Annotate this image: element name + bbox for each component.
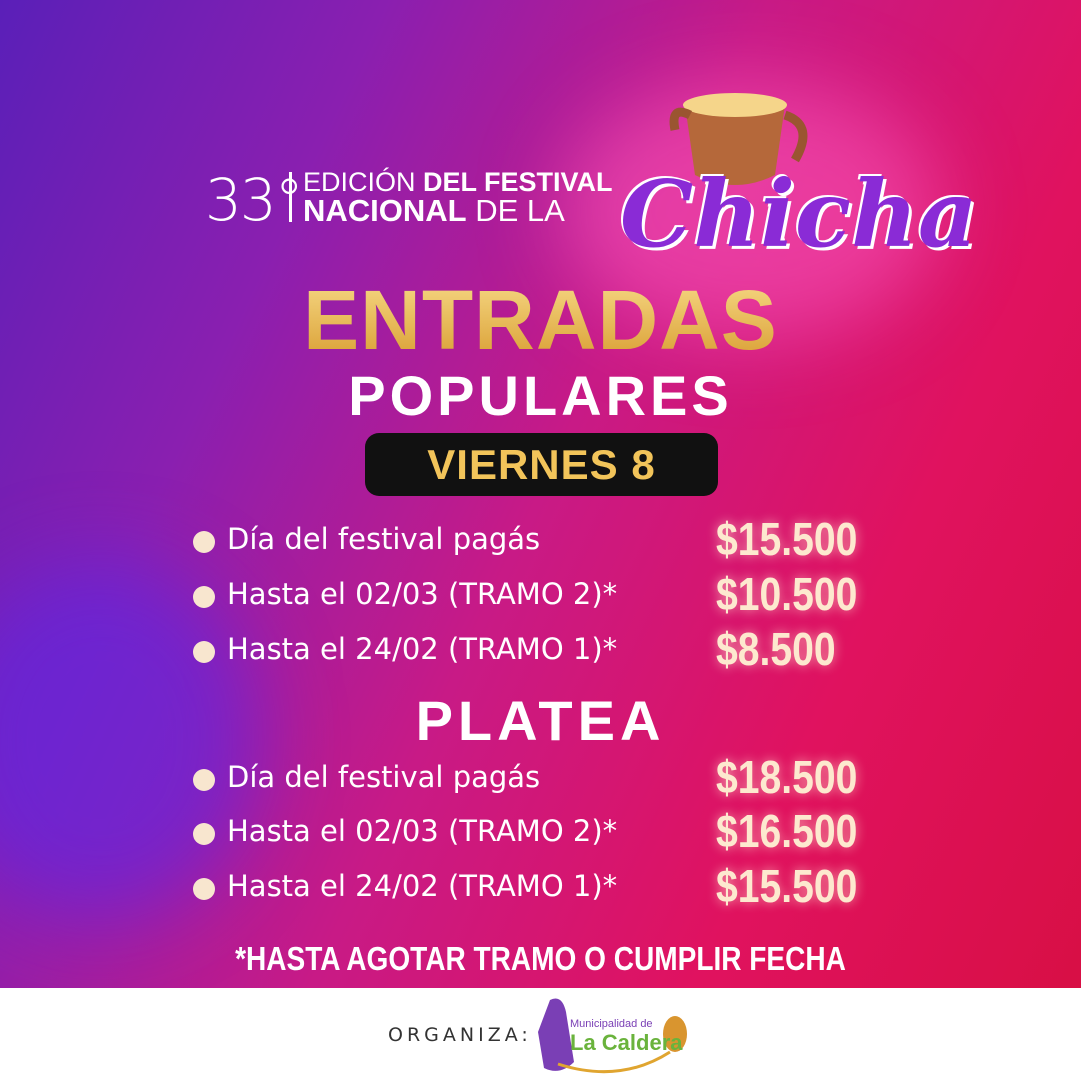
price-value: $10.500	[716, 568, 858, 620]
text: NACIONAL	[303, 193, 467, 228]
price-value: $15.500	[716, 860, 858, 912]
price-label: Hasta el 24/02 (TRAMO 1)*	[227, 632, 618, 666]
title: ENTRADAS	[0, 272, 1081, 369]
organiza-label: ORGANIZA:	[388, 1024, 532, 1046]
price-row: Día del festival pagás $15.500	[193, 513, 893, 566]
price-row: Día del festival pagás $18.500	[193, 751, 893, 804]
bullet-icon	[193, 878, 215, 900]
chicha-logo-text: Chicha	[620, 160, 978, 268]
glow	[0, 560, 260, 920]
price-label: Hasta el 02/03 (TRAMO 2)*	[227, 577, 618, 611]
price-value: $8.500	[716, 623, 836, 675]
price-label: Hasta el 24/02 (TRAMO 1)*	[227, 869, 618, 903]
chicha-jug-icon	[669, 93, 808, 185]
footnote: *HASTA AGOTAR TRAMO O CUMPLIR FECHA	[235, 940, 846, 977]
poster-background: 33° EDICIÓN DEL FESTIVAL NACIONAL DE LA …	[0, 0, 1081, 988]
edition-number: 33°	[205, 166, 304, 234]
day-badge: VIERNES 8	[365, 433, 718, 496]
logo-line-1: Municipalidad de	[570, 1018, 653, 1030]
edition-line-1: EDICIÓN DEL FESTIVAL	[303, 167, 613, 198]
edition-line-2: NACIONAL DE LA	[303, 193, 565, 229]
text: DEL FESTIVAL	[423, 167, 613, 197]
subtitle: POPULARES	[348, 364, 733, 427]
price-row: Hasta el 24/02 (TRAMO 1)* $8.500	[193, 623, 893, 676]
bullet-icon	[193, 531, 215, 553]
price-label: Día del festival pagás	[227, 522, 541, 556]
municipality-logo: Municipalidad de La Caldera	[538, 998, 687, 1074]
text: DE LA	[466, 193, 565, 228]
bullet-icon	[193, 769, 215, 791]
text: EDICIÓN	[303, 167, 424, 197]
divider	[289, 172, 292, 222]
logo-line-2: La Caldera	[570, 1030, 683, 1055]
price-value: $15.500	[716, 513, 858, 565]
price-row: Hasta el 02/03 (TRAMO 2)* $10.500	[193, 568, 893, 621]
price-value: $16.500	[716, 805, 858, 857]
price-label: Día del festival pagás	[227, 760, 541, 794]
price-label: Hasta el 02/03 (TRAMO 2)*	[227, 814, 618, 848]
price-row: Hasta el 24/02 (TRAMO 1)* $15.500	[193, 860, 893, 913]
platea-title: PLATEA	[415, 689, 666, 752]
price-value: $18.500	[716, 751, 858, 803]
price-row: Hasta el 02/03 (TRAMO 2)* $16.500	[193, 805, 893, 858]
bullet-icon	[193, 641, 215, 663]
bullet-icon	[193, 823, 215, 845]
bullet-icon	[193, 586, 215, 608]
